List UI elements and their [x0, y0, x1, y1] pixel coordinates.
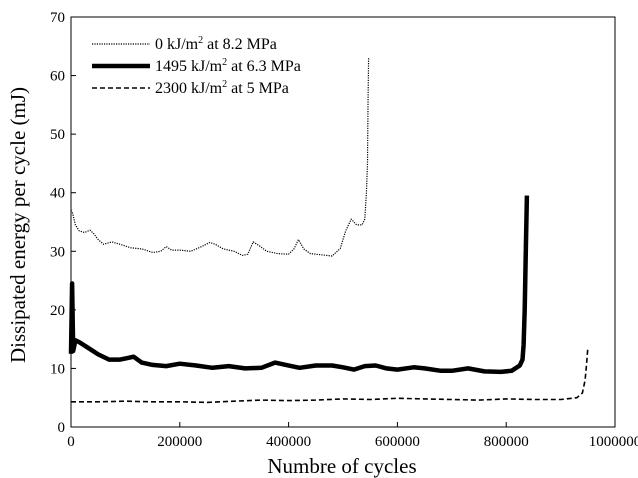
series-line-3 — [71, 347, 589, 404]
legend-label-3: 2300 kJ/m2 at 5 MPa — [155, 79, 289, 97]
y-axis-label: Dissipated energy per cycle (mJ) — [6, 87, 30, 363]
legend-label-2: 1495 kJ/m2 at 6.3 MPa — [155, 57, 301, 75]
x-tick-label: 800000 — [484, 434, 529, 450]
series-layer — [68, 57, 589, 404]
x-tick-label: 600000 — [375, 434, 420, 450]
y-tick-label: 0 — [58, 420, 66, 436]
y-tick-label: 50 — [50, 127, 65, 143]
y-axis: 0 10 20 30 40 50 60 70 — [50, 10, 76, 436]
y-tick-label: 70 — [50, 10, 65, 26]
y-tick-label: 10 — [50, 361, 65, 377]
x-tick-label: 1000000 — [589, 434, 638, 450]
y-tick-label: 40 — [50, 186, 65, 202]
y-tick-label: 20 — [50, 303, 65, 319]
plot-area-border — [70, 16, 616, 428]
series-line-1 — [70, 57, 370, 257]
x-axis-label: Numbre of cycles — [267, 454, 416, 478]
y-tick-label: 60 — [50, 69, 65, 85]
plot-frame — [70, 16, 616, 428]
x-tick-label: 200000 — [157, 434, 202, 450]
x-tick-label: 0 — [67, 434, 75, 450]
y-tick-label: 30 — [50, 244, 65, 260]
legend: 0 kJ/m2 at 8.2 MPa 1495 kJ/m2 at 6.3 MPa 2… — [92, 35, 301, 97]
x-axis: 0 200000 400000 600000 800000 1000000 — [67, 422, 638, 450]
series-line-2 — [68, 195, 530, 375]
legend-label-1: 0 kJ/m2 at 8.2 MPa — [155, 35, 277, 53]
x-tick-label: 400000 — [266, 434, 311, 450]
